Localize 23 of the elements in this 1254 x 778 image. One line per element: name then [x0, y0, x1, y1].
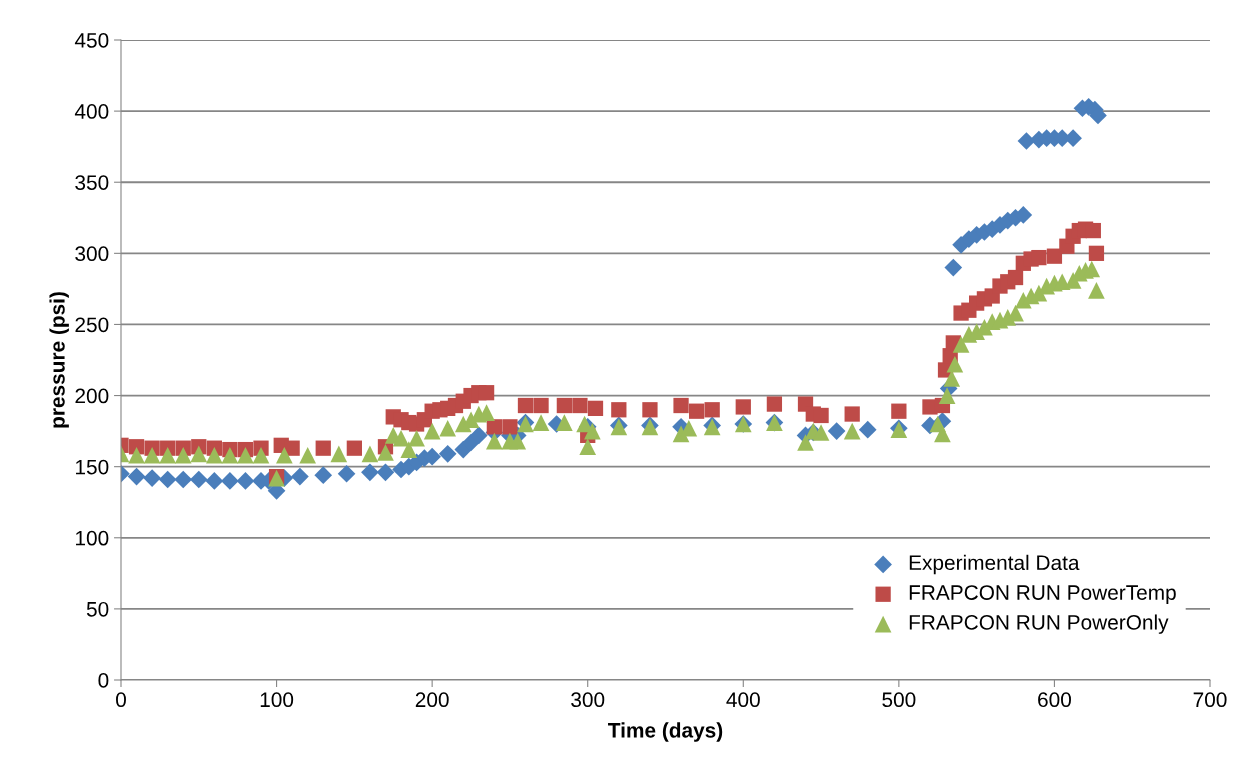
y-tick-label: 150	[76, 459, 109, 475]
x-tick-label: 700	[1193, 692, 1227, 708]
y-tick-label: 0	[98, 673, 109, 688]
x-tick-label: 300	[571, 692, 605, 708]
x-tick-label: 400	[726, 692, 760, 708]
x-tick-label: 200	[415, 692, 449, 708]
x-tick-label: 0	[116, 692, 126, 708]
y-tick-label: 350	[75, 175, 109, 190]
legend-label: FRAPCON RUN PowerOnly	[909, 614, 1169, 634]
y-tick-label: 300	[75, 246, 109, 262]
y-tick-label: 450	[74, 33, 109, 48]
x-tick-label: 500	[882, 692, 916, 708]
legend-label: Experimental Data	[909, 554, 1080, 575]
y-tick-label: 200	[75, 388, 109, 404]
y-tick-label: 250	[75, 317, 109, 333]
x-tick-label: 100	[260, 692, 294, 708]
x-tick-label: 600	[1038, 692, 1071, 708]
legend-label: FRAPCON RUN PowerTemp	[909, 585, 1176, 605]
y-tick-label: 50	[86, 601, 109, 617]
y-tick-label: 400	[74, 104, 109, 119]
y-axis-title: pressure (psi)	[49, 292, 69, 428]
y-tick-label: 100	[76, 530, 109, 546]
x-axis-title: Time (days)	[608, 722, 723, 742]
